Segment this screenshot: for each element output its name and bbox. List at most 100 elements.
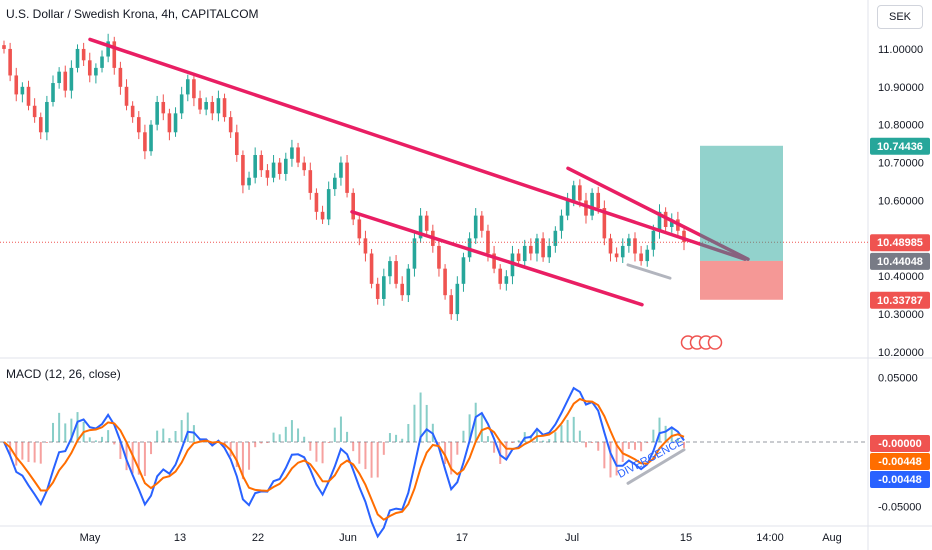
- price-axis-tick: 11.00000: [878, 44, 923, 56]
- candle-body: [406, 268, 411, 296]
- candle-body: [38, 117, 43, 133]
- macd-histogram-bar: [327, 442, 330, 443]
- candle-body: [8, 48, 12, 76]
- candle-body: [492, 253, 496, 269]
- target-price-badge: [870, 137, 930, 155]
- price-divergence-line: [626, 263, 672, 280]
- candle-body: [437, 245, 441, 269]
- macd-histogram-bar: [94, 440, 97, 442]
- macd-histogram-bar: [70, 418, 73, 442]
- candle-body: [565, 200, 570, 216]
- macd-histogram-bar: [272, 432, 275, 442]
- divergence-label: DIVERGENCE: [616, 436, 686, 481]
- macd-histogram-bar: [321, 442, 324, 464]
- macd-histogram-bar: [591, 442, 594, 443]
- candle-body: [651, 230, 656, 250]
- candle-body: [45, 101, 49, 133]
- candle-body: [63, 71, 68, 91]
- macd-histogram-bar: [309, 442, 312, 451]
- macd-histogram-bar: [58, 412, 61, 442]
- macd-indicator-label[interactable]: MACD (12, 26, close): [6, 367, 121, 381]
- macd-histogram-bar: [248, 442, 251, 470]
- macd-histogram-bar: [180, 420, 183, 442]
- candle-body: [112, 41, 117, 68]
- macd-histogram-bar: [315, 442, 318, 462]
- candle-body: [486, 230, 490, 254]
- candle-body: [529, 245, 533, 254]
- stop-price-badge: [870, 291, 930, 309]
- macd-histogram-bar: [603, 442, 606, 469]
- candle-body: [345, 162, 349, 193]
- macd-value-badge: [870, 471, 930, 488]
- macd-histogram-bar: [88, 437, 91, 442]
- macd-histogram-bar: [364, 442, 367, 470]
- macd-histogram-bar: [646, 442, 649, 444]
- macd-histogram-bar: [241, 442, 244, 480]
- macd-histogram-bar: [303, 436, 306, 442]
- candle-body: [608, 238, 613, 254]
- macd-histogram-bar: [401, 438, 404, 442]
- candle-body: [265, 170, 270, 178]
- candle-body: [590, 192, 594, 216]
- macd-histogram-bar: [150, 442, 153, 455]
- macd-histogram-bar: [493, 442, 496, 453]
- signal-value-badge: [870, 453, 930, 470]
- candle-body: [418, 215, 423, 239]
- candle-body: [185, 79, 190, 95]
- macd-histogram-bar: [284, 426, 287, 442]
- candle-body: [222, 98, 227, 118]
- time-axis-tick: Jul: [565, 532, 579, 544]
- candle-body: [51, 83, 55, 102]
- macd-histogram-bar: [584, 442, 587, 448]
- candle-body: [480, 215, 484, 231]
- macd-histogram-bar: [615, 442, 618, 476]
- macd-histogram-bar: [339, 416, 342, 442]
- candle-body: [118, 67, 123, 87]
- current-price-badge: [870, 234, 930, 252]
- macd-divergence-line: [626, 448, 686, 485]
- histogram-value-badge: [870, 435, 930, 452]
- target-zone: [700, 145, 783, 261]
- candle-body: [682, 230, 686, 243]
- candle-body: [571, 185, 576, 201]
- candle-body: [473, 215, 478, 239]
- candle-body: [32, 105, 37, 118]
- macd-histogram-bar: [456, 442, 459, 455]
- macd-histogram-bar: [683, 442, 685, 448]
- macd-histogram-bar: [407, 424, 410, 442]
- currency-button[interactable]: SEK: [877, 5, 923, 29]
- candle-body: [339, 162, 343, 178]
- candle-body: [161, 101, 166, 114]
- macd-histogram-bar: [664, 425, 667, 442]
- macd-histogram-bar: [395, 434, 398, 442]
- macd-histogram-bar: [597, 442, 600, 451]
- candle-body: [69, 67, 74, 91]
- candle-body: [657, 211, 662, 231]
- candle-body: [424, 215, 429, 231]
- signal-line: [3, 397, 685, 521]
- candle-body: [455, 283, 460, 315]
- candle-body: [326, 189, 331, 220]
- candle-body: [382, 276, 386, 299]
- macd-histogram-bar: [542, 440, 545, 442]
- macd-histogram-bar: [444, 442, 447, 465]
- candle-body: [669, 219, 674, 227]
- candle-body: [155, 101, 159, 125]
- macd-histogram-bar: [566, 419, 569, 442]
- candle-body: [290, 147, 294, 159]
- macd-histogram-bar: [388, 433, 391, 442]
- macd-histogram-bar: [254, 442, 257, 448]
- macd-histogram-bar: [554, 432, 557, 442]
- candle-body: [302, 162, 306, 171]
- candle-body: [87, 60, 92, 76]
- candle-body: [143, 132, 147, 152]
- macd-histogram-bar: [21, 442, 24, 460]
- candle-body: [498, 268, 503, 284]
- macd-axis-tick: 0.05000: [878, 372, 918, 384]
- candle-body: [198, 98, 202, 110]
- candle-body: [351, 192, 355, 220]
- macd-histogram-bar: [352, 442, 355, 452]
- candle-body: [277, 162, 282, 174]
- candle-body: [375, 283, 380, 299]
